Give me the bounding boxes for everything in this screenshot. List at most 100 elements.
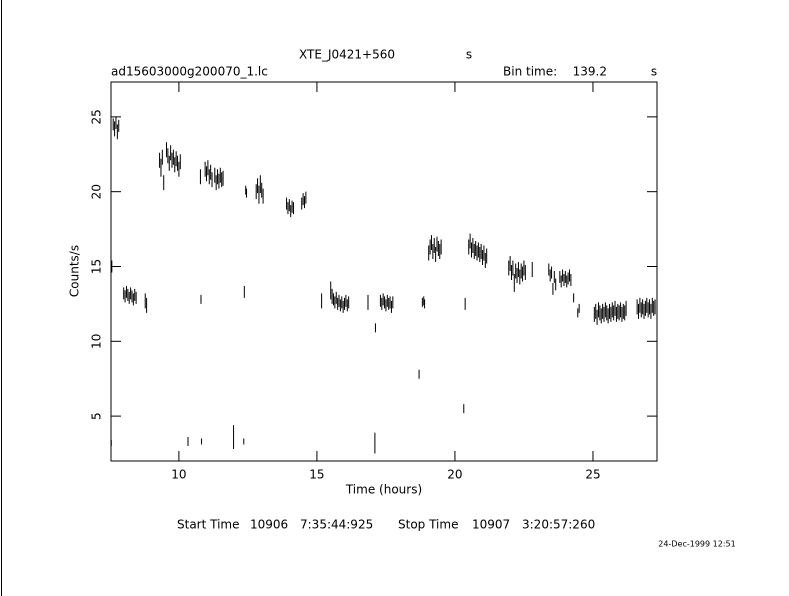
bin-time-label: Bin time:	[503, 65, 557, 79]
data-point	[172, 149, 174, 165]
data-point	[233, 425, 235, 450]
data-point	[429, 239, 431, 255]
data-point	[201, 438, 203, 445]
x-tick-label: 15	[309, 468, 324, 482]
data-point	[385, 299, 387, 312]
data-point	[608, 303, 611, 319]
data-point	[524, 264, 526, 280]
data-point	[217, 169, 219, 185]
title-unit: s	[466, 48, 472, 62]
data-point	[615, 306, 617, 322]
data-point	[517, 261, 519, 277]
data-point	[476, 245, 478, 261]
data-point	[483, 245, 485, 261]
data-point	[246, 188, 248, 198]
data-point	[132, 293, 134, 306]
data-point	[418, 369, 420, 379]
data-point	[516, 267, 518, 283]
data-point	[469, 233, 471, 249]
data-point	[110, 440, 112, 447]
data-point	[305, 191, 307, 204]
data-point	[243, 285, 245, 298]
data-point	[519, 269, 521, 285]
stop-day: 10907	[472, 518, 510, 532]
data-point	[421, 297, 423, 307]
data-point	[131, 290, 133, 303]
x-tick-label: 25	[585, 468, 600, 482]
y-axis-title: Counts/s	[68, 245, 82, 297]
data-point	[215, 175, 217, 191]
data-point	[522, 266, 524, 282]
data-point	[161, 149, 163, 165]
data-point	[436, 236, 438, 252]
data-point	[118, 119, 120, 132]
data-point	[621, 306, 623, 322]
data-point	[552, 282, 554, 295]
data-point	[553, 270, 555, 283]
data-point	[210, 164, 212, 180]
data-point	[549, 269, 551, 282]
y-tick-label: 25	[90, 109, 104, 124]
data-point	[651, 297, 653, 313]
data-point	[214, 167, 216, 183]
data-point	[114, 121, 116, 137]
data-point	[512, 260, 514, 276]
data-point	[388, 297, 390, 310]
data-point	[178, 161, 180, 177]
data-point	[428, 245, 430, 261]
data-point	[338, 294, 340, 307]
data-point	[339, 299, 341, 312]
data-point	[303, 196, 306, 209]
data-point	[439, 244, 441, 260]
data-point	[175, 151, 177, 167]
data-point	[435, 247, 437, 262]
data-point	[480, 244, 482, 260]
plot-frame	[110, 81, 658, 462]
data-point	[607, 308, 609, 324]
data-point	[125, 285, 127, 298]
data-point	[440, 239, 442, 255]
stop-label: Stop Time	[398, 518, 458, 532]
data-point	[176, 155, 179, 171]
data-point	[330, 281, 332, 300]
data-point	[548, 263, 550, 276]
data-point	[563, 273, 565, 286]
data-point	[123, 287, 125, 300]
data-point	[134, 288, 136, 301]
data-point	[174, 157, 176, 173]
data-point	[603, 306, 605, 322]
data-point	[472, 238, 474, 254]
data-point	[606, 305, 608, 321]
data-point	[470, 242, 473, 258]
data-point	[643, 303, 645, 319]
data-point	[479, 247, 481, 262]
data-point	[464, 297, 466, 310]
data-point	[596, 309, 598, 325]
data-point	[144, 293, 146, 309]
data-point	[620, 302, 622, 318]
data-point	[199, 169, 201, 185]
data-point	[128, 291, 130, 304]
stop-time: 3:20:57:260	[522, 518, 595, 532]
data-point	[637, 303, 640, 319]
data-point	[424, 299, 426, 309]
data-point	[165, 142, 168, 158]
data-point	[593, 306, 595, 322]
data-point	[135, 291, 137, 304]
data-point	[187, 437, 189, 447]
y-tick-label: 15	[90, 259, 104, 274]
chart-title: XTE_J0421+560	[299, 48, 395, 62]
data-point	[321, 293, 323, 309]
data-point	[208, 169, 210, 185]
start-label: Start Time	[177, 518, 240, 532]
data-point	[595, 303, 597, 319]
data-point	[348, 296, 350, 309]
data-point	[261, 182, 263, 198]
data-point	[301, 197, 303, 210]
data-point	[379, 294, 381, 307]
data-point	[392, 296, 394, 309]
data-point	[520, 263, 522, 279]
data-point	[432, 244, 434, 260]
data-point	[509, 256, 511, 271]
data-point	[604, 302, 606, 318]
